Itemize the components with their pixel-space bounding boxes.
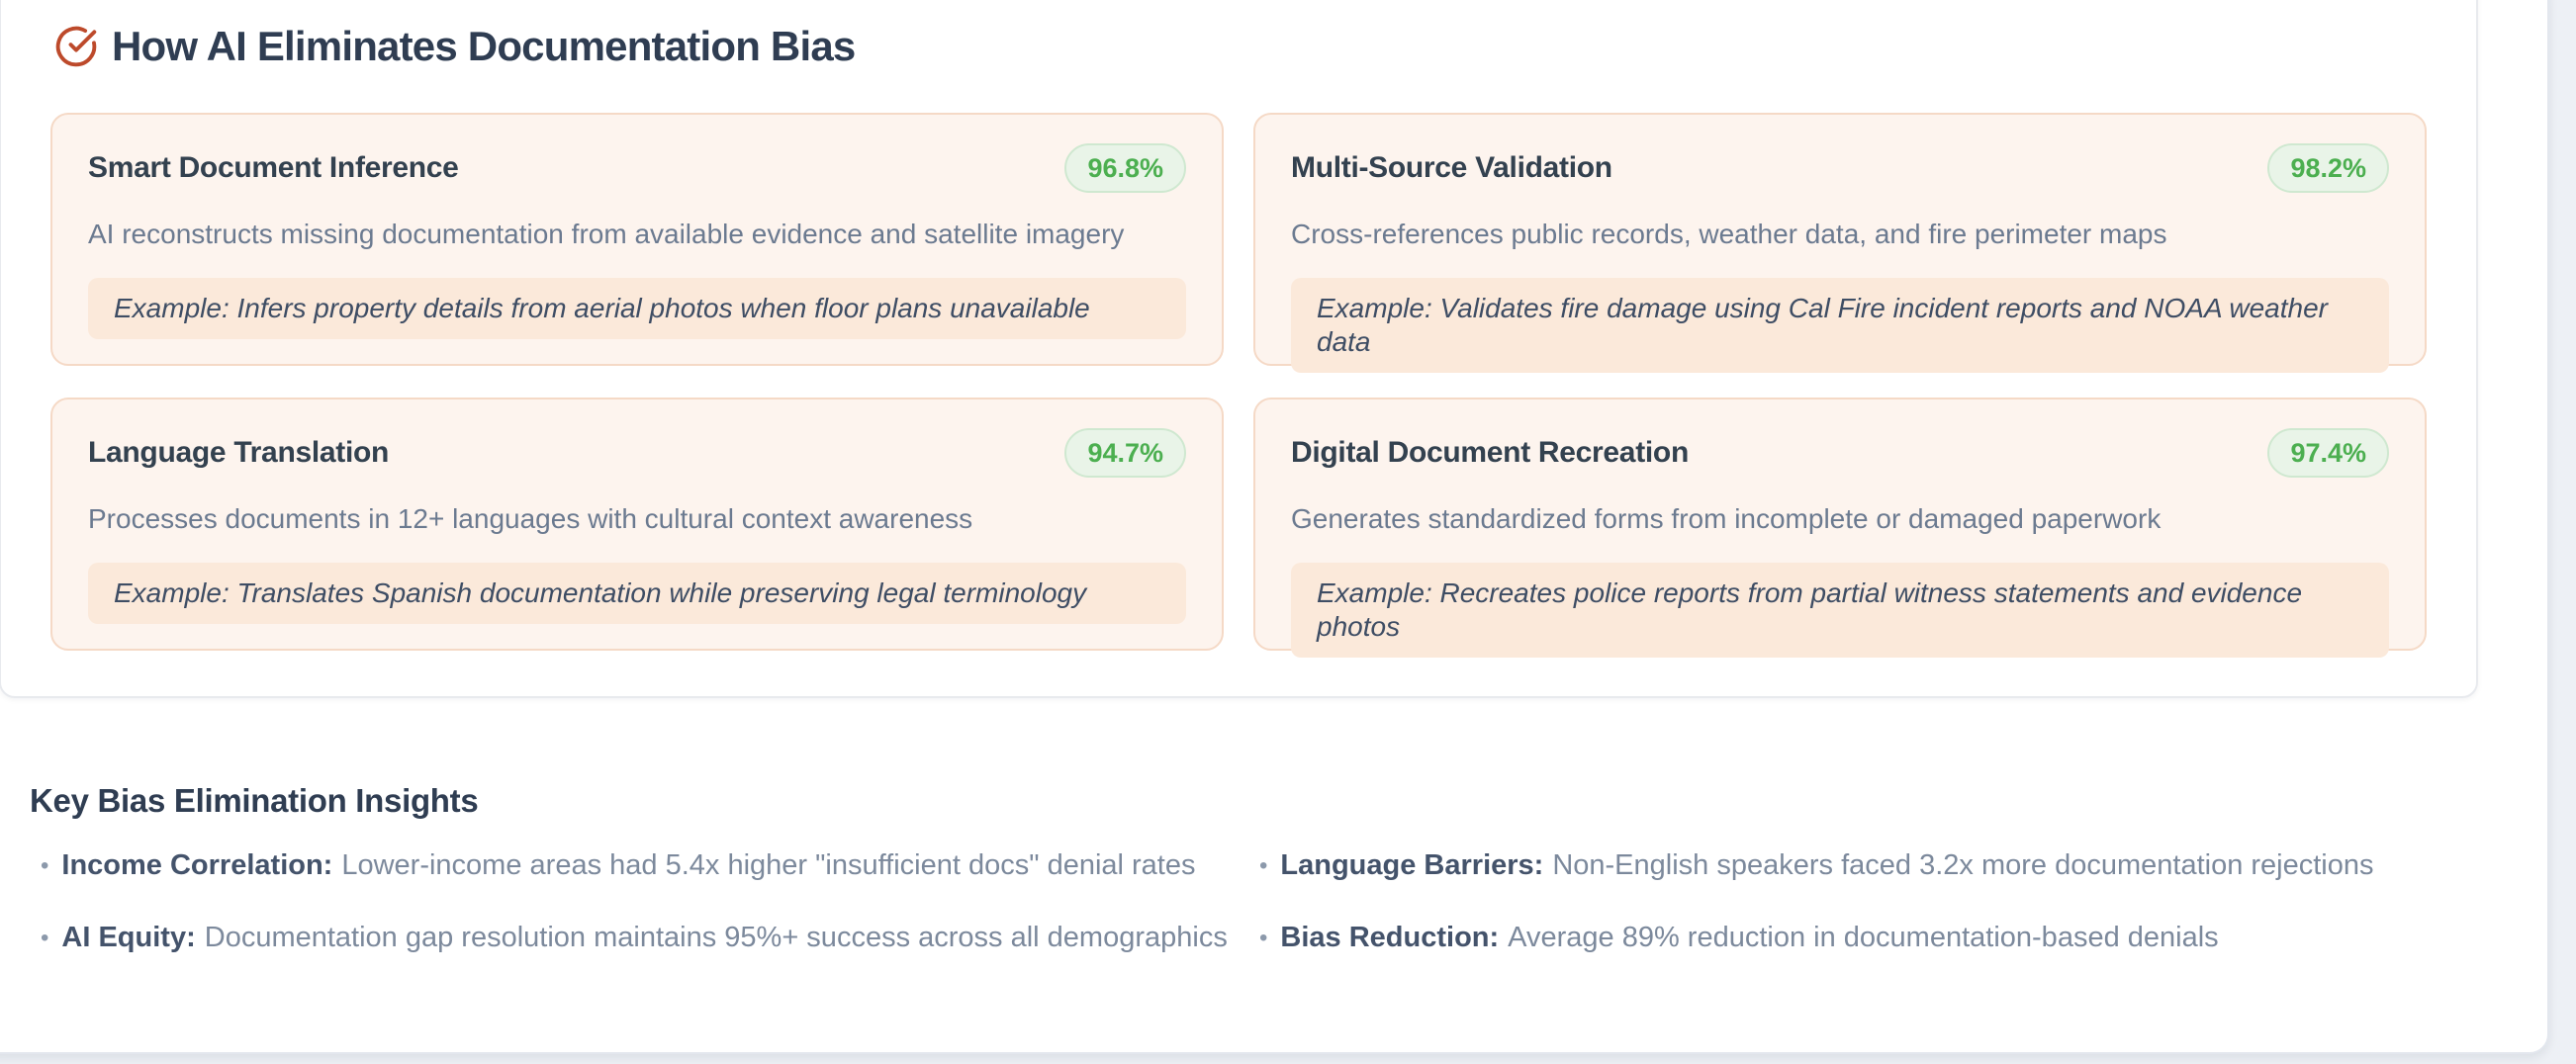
feature-example: Example: Validates fire damage using Cal…: [1291, 278, 2389, 373]
ai-bias-summary-card: How AI Eliminates Documentation Bias Sma…: [0, 0, 2478, 698]
insights-grid: Income Correlation:Lower-income areas ha…: [41, 846, 2478, 957]
insight-label: Language Barriers:: [1280, 849, 1544, 881]
feature-card-header: Smart Document Inference 96.8%: [88, 142, 1186, 194]
feature-card-header: Language Translation 94.7%: [88, 427, 1186, 479]
insight-text: Non-English speakers faced 3.2x more doc…: [1552, 849, 2374, 881]
feature-title: Multi-Source Validation: [1291, 151, 1612, 184]
score-badge: 94.7%: [1064, 428, 1186, 478]
insight-label: Bias Reduction:: [1280, 922, 1500, 953]
feature-description: AI reconstructs missing documentation fr…: [88, 219, 1125, 249]
feature-description: Generates standardized forms from incomp…: [1291, 503, 2162, 534]
feature-card-language-translation: Language Translation 94.7% Processes doc…: [50, 398, 1224, 651]
feature-title: Digital Document Recreation: [1291, 436, 1689, 469]
insight-label: Income Correlation:: [61, 849, 333, 881]
feature-description: Processes documents in 12+ languages wit…: [88, 503, 973, 534]
card-header: How AI Eliminates Documentation Bias: [1, 0, 2476, 72]
feature-title: Smart Document Inference: [88, 151, 459, 184]
feature-title: Language Translation: [88, 436, 390, 469]
check-circle-icon: [54, 25, 98, 68]
score-badge: 96.8%: [1064, 143, 1186, 193]
score-badge: 97.4%: [2267, 428, 2389, 478]
insight-language-barriers: Language Barriers:Non-English speakers f…: [1259, 846, 2478, 885]
feature-card-digital-document-recreation: Digital Document Recreation 97.4% Genera…: [1253, 398, 2427, 658]
feature-card-smart-document-inference: Smart Document Inference 96.8% AI recons…: [50, 113, 1224, 366]
insight-bias-reduction: Bias Reduction: Average 89% reduction in …: [1259, 919, 2478, 957]
insight-text: Documentation gap resolution maintains 9…: [204, 922, 1228, 953]
page-title: How AI Eliminates Documentation Bias: [112, 23, 856, 69]
feature-card-header: Multi-Source Validation 98.2%: [1291, 142, 2389, 194]
insights-heading: Key Bias Elimination Insights: [30, 782, 479, 819]
insight-text: Lower-income areas had 5.4x higher "insu…: [341, 849, 1196, 881]
feature-description: Cross-references public records, weather…: [1291, 219, 2167, 249]
insight-label: AI Equity:: [61, 922, 196, 953]
features-grid: Smart Document Inference 96.8% AI recons…: [50, 113, 2427, 658]
feature-example: Example: Translates Spanish documentatio…: [88, 563, 1186, 624]
feature-example: Example: Infers property details from ae…: [88, 278, 1186, 339]
score-badge: 98.2%: [2267, 143, 2389, 193]
insights-section: Key Bias Elimination Insights Income Cor…: [30, 781, 2478, 957]
feature-card-multi-source-validation: Multi-Source Validation 98.2% Cross-refe…: [1253, 113, 2427, 373]
insight-income-correlation: Income Correlation:Lower-income areas ha…: [41, 846, 1259, 885]
insight-text: Average 89% reduction in documentation-b…: [1508, 922, 2219, 953]
feature-example: Example: Recreates police reports from p…: [1291, 563, 2389, 658]
feature-card-header: Digital Document Recreation 97.4%: [1291, 427, 2389, 479]
insight-ai-equity: AI Equity: Documentation gap resolution m…: [41, 919, 1259, 957]
